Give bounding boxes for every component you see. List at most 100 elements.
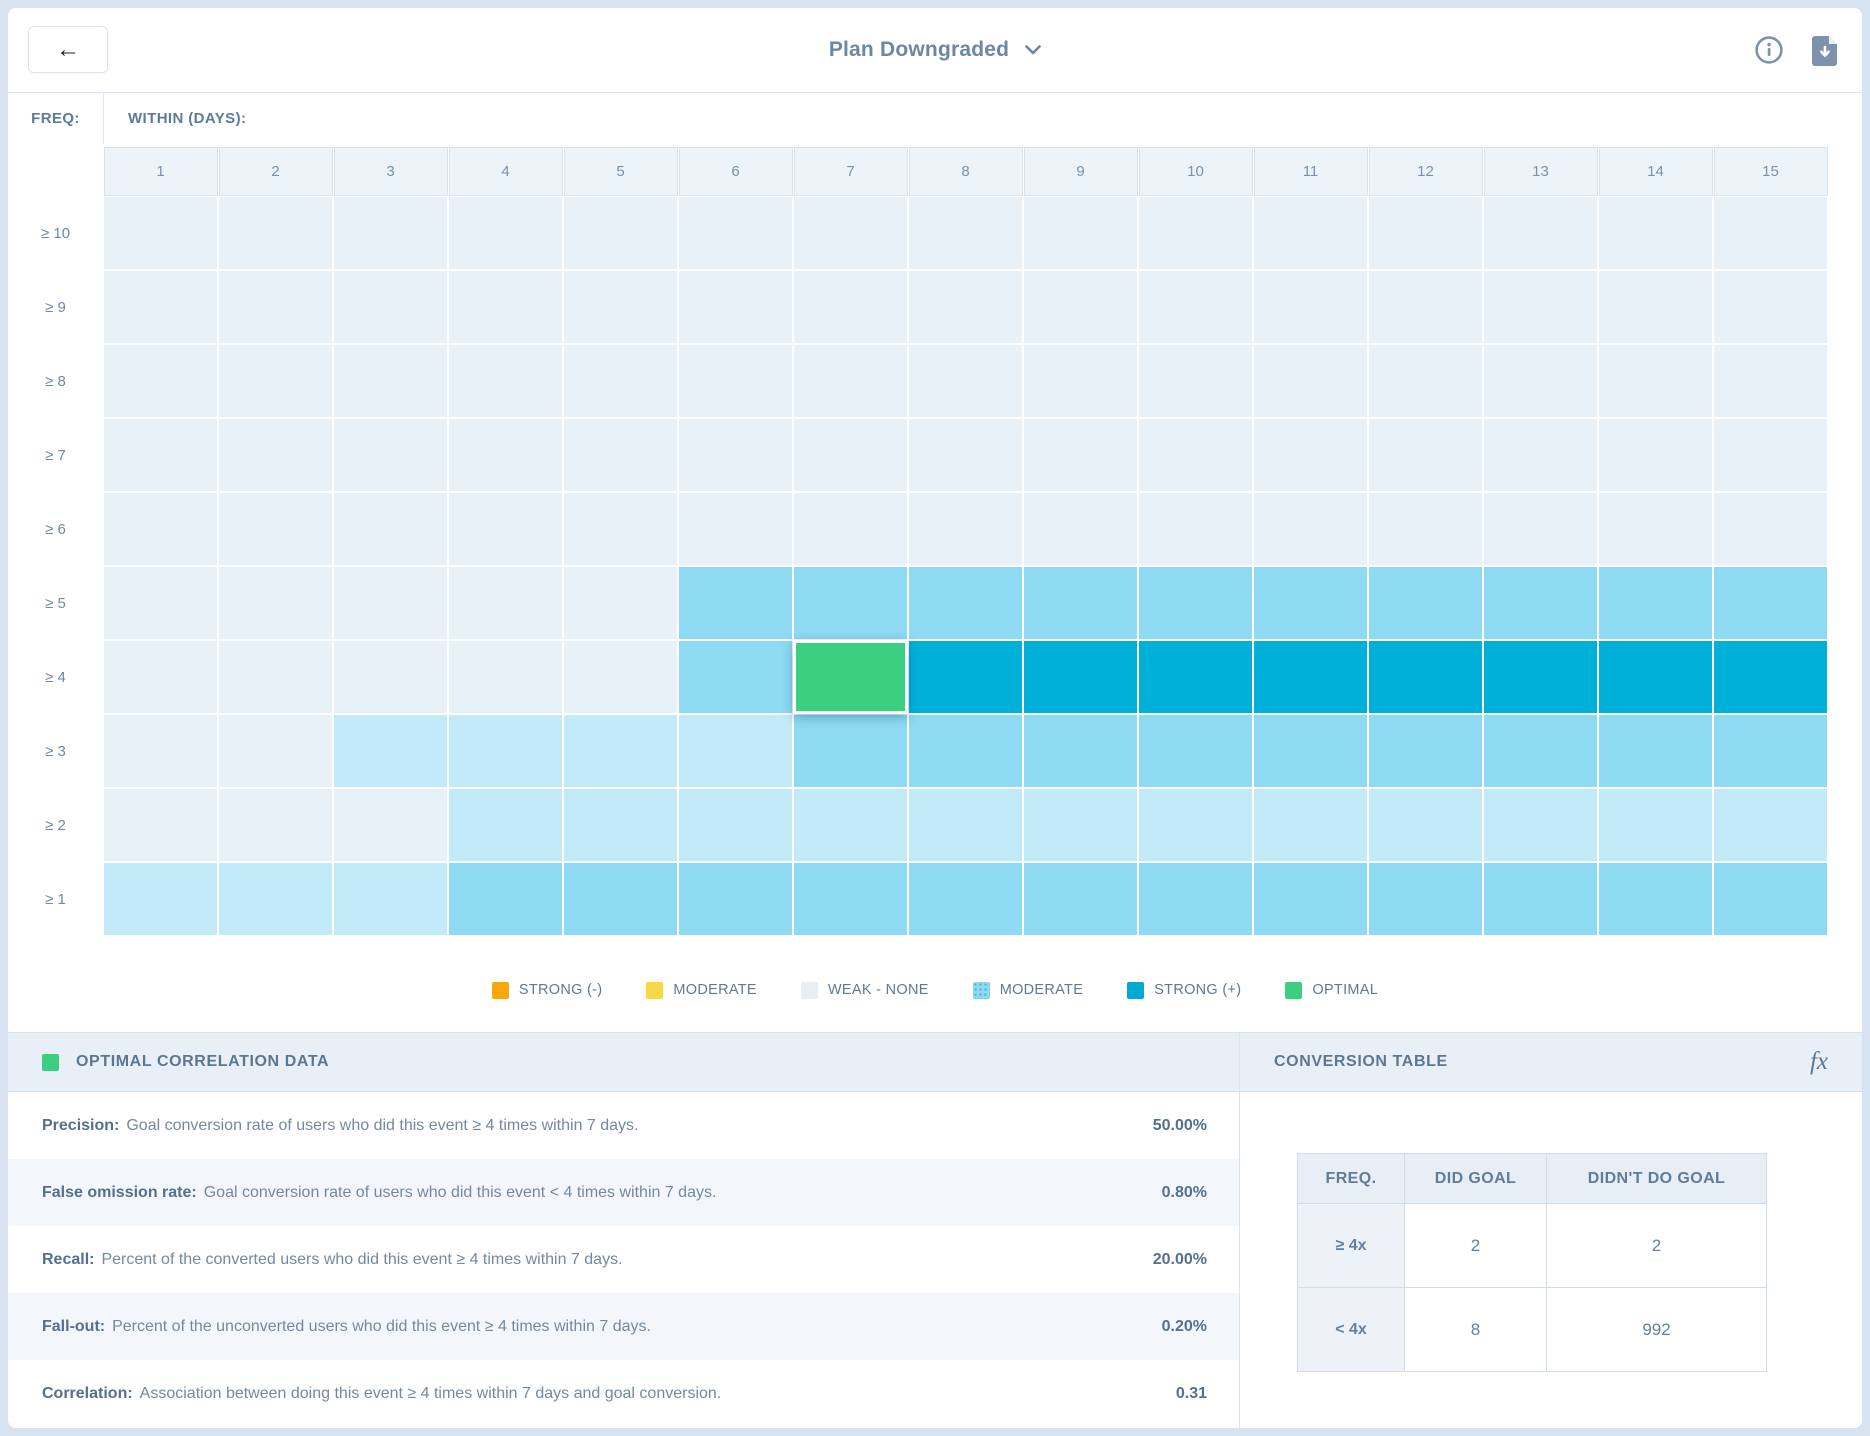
heatmap-cell[interactable] [1598, 714, 1713, 788]
heatmap-cell[interactable] [1598, 862, 1713, 936]
heatmap-cell[interactable] [1253, 344, 1368, 418]
heatmap-cell[interactable] [793, 196, 908, 270]
heatmap-cell[interactable] [103, 862, 218, 936]
heatmap-cell[interactable] [793, 270, 908, 344]
formula-fx-icon[interactable]: fx [1809, 1048, 1828, 1075]
heatmap-cell[interactable] [1138, 270, 1253, 344]
heatmap-cell[interactable] [1023, 196, 1138, 270]
heatmap-cell[interactable] [1713, 566, 1828, 640]
heatmap-cell[interactable] [1023, 714, 1138, 788]
heatmap-cell[interactable] [1023, 270, 1138, 344]
heatmap-cell[interactable] [678, 492, 793, 566]
heatmap-cell[interactable] [793, 418, 908, 492]
heatmap-cell[interactable] [908, 270, 1023, 344]
heatmap-cell[interactable] [218, 714, 333, 788]
heatmap-cell[interactable] [563, 418, 678, 492]
heatmap-cell[interactable] [908, 862, 1023, 936]
heatmap-cell[interactable] [793, 862, 908, 936]
heatmap-cell[interactable] [1138, 788, 1253, 862]
heatmap-cell[interactable] [218, 492, 333, 566]
heatmap-cell[interactable] [1483, 640, 1598, 714]
heatmap-cell[interactable] [1138, 418, 1253, 492]
heatmap-cell[interactable] [333, 196, 448, 270]
heatmap-cell[interactable] [103, 344, 218, 418]
heatmap-cell[interactable] [1483, 714, 1598, 788]
heatmap-cell[interactable] [103, 640, 218, 714]
heatmap-cell[interactable] [1598, 566, 1713, 640]
heatmap-cell[interactable] [678, 344, 793, 418]
heatmap-cell[interactable] [678, 418, 793, 492]
heatmap-cell[interactable] [103, 196, 218, 270]
heatmap-cell[interactable] [218, 418, 333, 492]
heatmap-cell[interactable] [1368, 196, 1483, 270]
heatmap-cell[interactable] [563, 270, 678, 344]
heatmap-cell[interactable] [1713, 714, 1828, 788]
heatmap-cell[interactable] [1138, 566, 1253, 640]
heatmap-cell[interactable] [1483, 492, 1598, 566]
heatmap-cell[interactable] [793, 714, 908, 788]
heatmap-cell[interactable] [1483, 788, 1598, 862]
heatmap-cell[interactable] [448, 196, 563, 270]
heatmap-cell[interactable] [1138, 714, 1253, 788]
heatmap-cell[interactable] [678, 714, 793, 788]
heatmap-cell[interactable] [563, 862, 678, 936]
heatmap-cell[interactable] [1253, 270, 1368, 344]
heatmap-cell[interactable] [1713, 862, 1828, 936]
heatmap-cell[interactable] [448, 270, 563, 344]
heatmap-cell[interactable] [1368, 566, 1483, 640]
heatmap-cell[interactable] [1598, 418, 1713, 492]
heatmap-cell[interactable] [333, 418, 448, 492]
heatmap-cell[interactable] [448, 418, 563, 492]
heatmap-cell[interactable] [678, 196, 793, 270]
heatmap-cell[interactable] [1713, 418, 1828, 492]
heatmap-cell[interactable] [1713, 492, 1828, 566]
heatmap-cell[interactable] [1368, 862, 1483, 936]
report-selector[interactable]: Plan Downgraded [8, 8, 1862, 92]
heatmap-cell[interactable] [908, 344, 1023, 418]
heatmap-cell[interactable] [1368, 492, 1483, 566]
heatmap-cell[interactable] [1483, 270, 1598, 344]
heatmap-cell[interactable] [1253, 862, 1368, 936]
heatmap-cell[interactable] [1023, 344, 1138, 418]
heatmap-cell[interactable] [1713, 196, 1828, 270]
heatmap-cell[interactable] [1483, 196, 1598, 270]
heatmap-cell[interactable] [1598, 492, 1713, 566]
heatmap-cell[interactable] [1598, 788, 1713, 862]
heatmap-cell[interactable] [218, 196, 333, 270]
heatmap-cell[interactable] [218, 344, 333, 418]
heatmap-cell[interactable] [1368, 714, 1483, 788]
heatmap-cell[interactable] [1023, 566, 1138, 640]
heatmap-cell[interactable] [1713, 344, 1828, 418]
heatmap-cell[interactable] [103, 418, 218, 492]
heatmap-cell[interactable] [908, 714, 1023, 788]
heatmap-cell[interactable] [793, 566, 908, 640]
download-report-icon[interactable] [1812, 35, 1838, 66]
heatmap-cell[interactable] [333, 862, 448, 936]
heatmap-cell[interactable] [563, 714, 678, 788]
heatmap-cell[interactable] [1023, 492, 1138, 566]
heatmap-cell[interactable] [1023, 640, 1138, 714]
optimal-cell[interactable] [793, 640, 908, 714]
heatmap-cell[interactable] [218, 640, 333, 714]
heatmap-cell[interactable] [563, 344, 678, 418]
heatmap-cell[interactable] [1253, 566, 1368, 640]
heatmap-cell[interactable] [333, 344, 448, 418]
heatmap-cell[interactable] [678, 566, 793, 640]
heatmap-cell[interactable] [103, 714, 218, 788]
heatmap-cell[interactable] [103, 270, 218, 344]
heatmap-cell[interactable] [678, 640, 793, 714]
heatmap-cell[interactable] [1368, 344, 1483, 418]
heatmap-cell[interactable] [1253, 418, 1368, 492]
heatmap-cell[interactable] [563, 566, 678, 640]
heatmap-cell[interactable] [333, 788, 448, 862]
heatmap-cell[interactable] [448, 788, 563, 862]
heatmap-cell[interactable] [1483, 344, 1598, 418]
heatmap-cell[interactable] [1713, 640, 1828, 714]
heatmap-cell[interactable] [1368, 418, 1483, 492]
heatmap-cell[interactable] [1368, 788, 1483, 862]
heatmap-cell[interactable] [1253, 714, 1368, 788]
heatmap-cell[interactable] [678, 788, 793, 862]
heatmap-cell[interactable] [448, 344, 563, 418]
heatmap-cell[interactable] [1023, 862, 1138, 936]
heatmap-cell[interactable] [1253, 196, 1368, 270]
